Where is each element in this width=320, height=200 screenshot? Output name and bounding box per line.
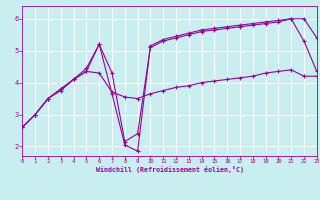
X-axis label: Windchill (Refroidissement éolien,°C): Windchill (Refroidissement éolien,°C) xyxy=(96,166,244,173)
